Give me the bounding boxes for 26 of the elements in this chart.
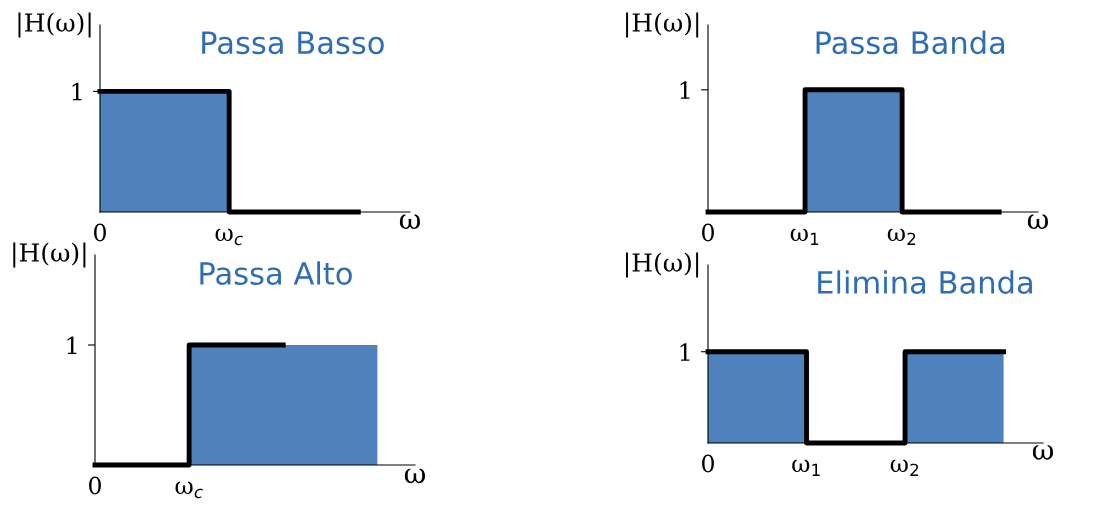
x-tick-label: ω$_{1}$ [790,228,819,245]
x-axis-title: ω [1027,214,1048,230]
y-axis-title: |H(ω)| [18,12,91,38]
y-tick-label: 1 [67,336,77,354]
y-tick-label: 1 [72,82,82,101]
x-tick-label: ω$_{2}$ [887,228,916,245]
y-tick-label: 1 [680,81,690,99]
x-axis-title: ω [1032,445,1053,460]
y-axis-title: |H(ω)| [625,252,699,278]
x-tick-label: ω$_{c}$ [215,228,243,246]
chart-title: Elimina Banda [818,270,1032,294]
x-tick-label: ω$_{c}$ [175,481,203,499]
x-axis-title: ω [404,468,425,484]
chart-title: Passa Alto [200,261,352,285]
x-tick-label: 0 [94,223,106,242]
x-tick-label: 0 [702,223,714,242]
y-tick-label: 1 [680,343,690,361]
x-tick-label: ω$_{1}$ [792,459,820,476]
chart-title: Passa Banda [816,30,1005,55]
y-axis-title: |H(ω)| [626,12,699,38]
x-tick-label: 0 [89,476,101,495]
x-tick-label: ω$_{2}$ [890,459,919,476]
x-tick-label: 0 [702,454,714,473]
y-axis-title: |H(ω)| [13,242,86,268]
x-axis-title: ω [399,214,420,230]
chart-title: Passa Basso [202,31,384,55]
